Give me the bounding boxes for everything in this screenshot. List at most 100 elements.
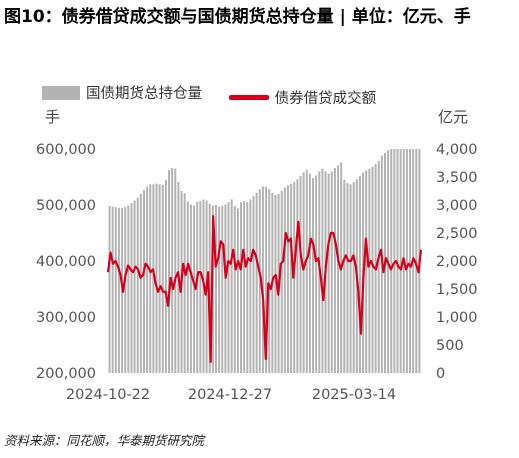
- bar-open-interest: [405, 149, 408, 373]
- bar-open-interest: [261, 186, 264, 373]
- right-axis-tick-label: 1,500: [436, 282, 478, 298]
- bar-open-interest: [390, 149, 393, 373]
- bar-open-interest: [312, 178, 315, 373]
- bar-open-interest: [236, 208, 239, 373]
- bar-open-interest: [218, 206, 221, 373]
- bar-open-interest: [243, 201, 246, 373]
- bar-open-interest: [252, 196, 255, 373]
- bar-open-interest: [249, 199, 252, 373]
- right-axis-tick-label: 4,000: [436, 142, 478, 158]
- source-note: 资料来源：同花顺，华泰期货研究院: [4, 433, 205, 448]
- bar-open-interest: [193, 205, 196, 373]
- bar-open-interest: [227, 202, 230, 373]
- right-axis-unit: 亿元: [438, 108, 468, 126]
- bar-open-interest: [221, 206, 224, 373]
- left-axis-tick-label: 300,000: [36, 310, 96, 326]
- bar-open-interest: [286, 185, 289, 373]
- bar-open-interest: [283, 187, 286, 373]
- bar-open-interest: [415, 149, 418, 373]
- bar-open-interest: [199, 201, 202, 373]
- bar-open-interest: [208, 203, 211, 373]
- axes-group: 手 亿元 600,000 500,000 400,000 300,000 200,000 4,…: [36, 108, 477, 403]
- chart-plot: 手 亿元 600,000 500,000 400,000 300,000 200,000 4,…: [36, 108, 477, 403]
- right-axis-tick-label: 0: [436, 366, 445, 382]
- legend-swatch-bars: [42, 85, 80, 100]
- bar-open-interest: [136, 197, 139, 373]
- x-axis-tick-label: 2025-03-14: [312, 387, 396, 403]
- bar-open-interest: [114, 207, 117, 373]
- right-axis-tick-label: 3,000: [436, 198, 478, 214]
- bar-open-interest: [349, 184, 352, 373]
- legend-item-lending-volume: 债券借贷成交额: [228, 87, 376, 108]
- right-axis-tick-label: 3,500: [436, 170, 478, 186]
- bar-open-interest: [255, 192, 258, 373]
- bar-open-interest: [290, 183, 293, 373]
- bar-open-interest: [155, 183, 158, 373]
- bar-open-interest: [127, 205, 130, 373]
- bar-open-interest: [268, 189, 271, 373]
- bar-open-interest: [111, 206, 114, 373]
- bar-open-interest: [171, 168, 174, 373]
- bar-open-interest: [161, 184, 164, 373]
- bar-open-interest: [299, 175, 302, 373]
- right-axis-tick-label: 500: [436, 338, 464, 354]
- bar-open-interest: [108, 206, 111, 373]
- bar-open-interest: [214, 205, 217, 373]
- bar-open-interest: [371, 166, 374, 373]
- bar-open-interest: [196, 201, 199, 373]
- left-axis-unit: 手: [45, 108, 60, 126]
- chart-legend: 国债期货总持仓量 债券借贷成交额: [42, 82, 398, 107]
- bar-open-interest: [352, 182, 355, 373]
- right-axis-tick-label: 2,000: [436, 254, 478, 270]
- bar-open-interest: [365, 170, 368, 373]
- left-axis-tick-label: 200,000: [36, 366, 96, 382]
- bar-open-interest: [305, 169, 308, 373]
- x-axis-tick-label: 2024-10-22: [66, 387, 150, 403]
- bar-open-interest: [308, 173, 311, 373]
- bar-open-interest: [130, 203, 133, 373]
- bar-open-interest: [240, 202, 243, 373]
- right-axis-tick-label: 1,000: [436, 310, 478, 326]
- bar-open-interest: [133, 200, 136, 373]
- bar-open-interest: [368, 168, 371, 373]
- bar-open-interest: [377, 160, 380, 373]
- left-axis-tick-label: 500,000: [36, 198, 96, 214]
- bar-open-interest: [321, 168, 324, 373]
- chart-title: 图10：债券借贷成交额与国债期货总持仓量 | 单位：亿元、手: [4, 7, 471, 27]
- bar-open-interest: [142, 189, 145, 373]
- bar-open-interest: [139, 193, 142, 373]
- bar-open-interest: [146, 186, 149, 373]
- bar-open-interest: [296, 179, 299, 373]
- bar-open-interest: [224, 204, 227, 373]
- bar-open-interest: [343, 179, 346, 373]
- bar-open-interest: [183, 193, 186, 373]
- bar-open-interest: [265, 187, 268, 373]
- left-axis-tick-label: 400,000: [36, 254, 96, 270]
- bar-open-interest: [124, 207, 127, 373]
- x-axis-tick-label: 2024-12-27: [188, 387, 272, 403]
- bar-open-interest: [337, 165, 340, 373]
- bar-open-interest: [333, 168, 336, 373]
- bar-open-interest: [117, 207, 120, 373]
- bar-open-interest: [168, 170, 171, 373]
- bar-open-interest: [158, 184, 161, 373]
- left-axis-tick-label: 600,000: [36, 142, 96, 158]
- bar-open-interest: [174, 168, 177, 373]
- bar-open-interest: [189, 204, 192, 373]
- bar-open-interest: [246, 202, 249, 373]
- bar-open-interest: [280, 191, 283, 373]
- bar-open-interest: [399, 149, 402, 373]
- bar-open-interest: [164, 179, 167, 373]
- legend-label-open-interest: 国债期货总持仓量: [86, 86, 202, 102]
- bar-open-interest: [258, 189, 261, 373]
- bar-open-interest: [327, 173, 330, 373]
- bar-open-interest: [393, 149, 396, 373]
- bar-open-interest: [396, 149, 399, 373]
- bar-open-interest: [358, 175, 361, 373]
- bar-open-interest: [152, 184, 155, 373]
- bar-open-interest: [274, 194, 277, 373]
- bar-open-interest: [346, 183, 349, 373]
- bar-open-interest: [315, 175, 318, 373]
- line-series-lending-volume: [106, 215, 423, 363]
- bar-open-interest: [302, 172, 305, 373]
